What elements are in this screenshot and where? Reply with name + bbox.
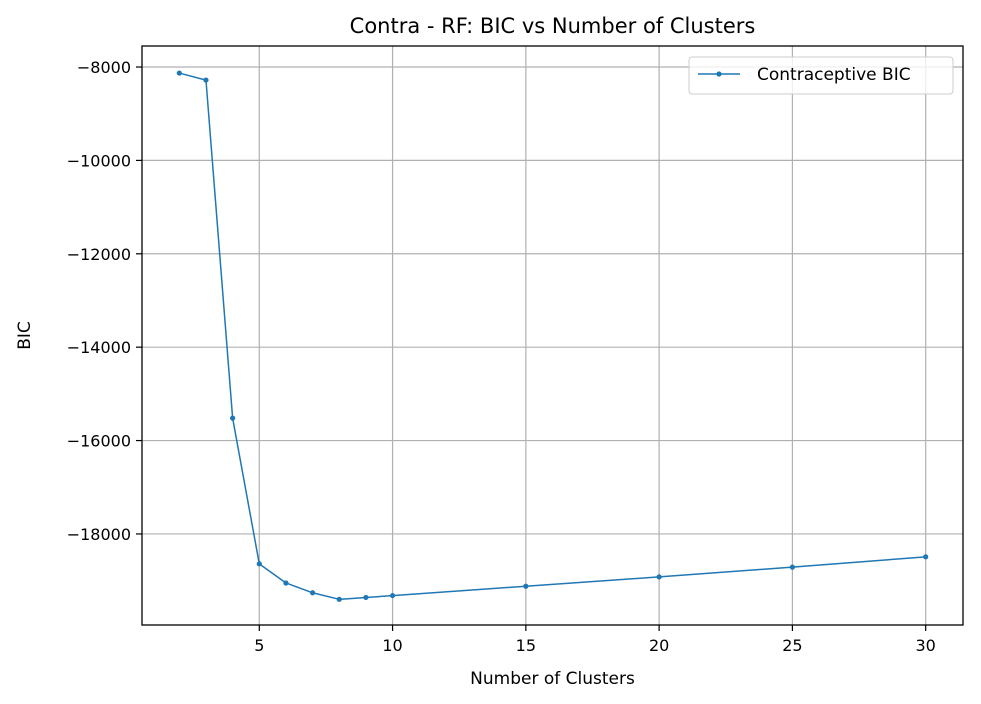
plot-frame <box>141 45 964 626</box>
y-tick-label: −18000 <box>67 525 131 544</box>
data-point <box>336 596 342 602</box>
legend-box <box>688 56 954 95</box>
data-point <box>656 574 662 580</box>
grid <box>142 46 963 625</box>
y-axis-label: BIC <box>15 321 35 350</box>
data-point <box>176 70 182 76</box>
y-tick-label: −12000 <box>67 245 131 264</box>
data-point <box>923 554 929 560</box>
data-point <box>203 77 209 83</box>
data-point <box>389 592 396 599</box>
x-tick-label: 15 <box>516 636 536 655</box>
x-tick-label: 10 <box>382 636 402 655</box>
x-tick-label: 30 <box>916 636 936 655</box>
series-layer <box>176 70 929 602</box>
data-point <box>309 590 316 596</box>
legend: Contraceptive BIC <box>688 56 954 95</box>
data-point <box>363 594 369 601</box>
data-point <box>283 580 289 586</box>
y-tick-label: −16000 <box>67 432 131 451</box>
legend-marker-swatch <box>716 71 722 77</box>
x-tick-label: 5 <box>254 636 264 655</box>
y-tick-label: −10000 <box>67 151 131 170</box>
data-point <box>256 561 262 567</box>
x-axis-label: Number of Clusters <box>470 669 635 689</box>
legend-label: Contraceptive BIC <box>757 65 911 85</box>
data-point <box>789 564 796 570</box>
x-tick-label: 25 <box>782 636 802 655</box>
data-point <box>523 583 529 589</box>
data-point <box>230 415 236 421</box>
chart-title: Contra - RF: BIC vs Number of Clusters <box>350 14 756 38</box>
y-tick-label: −14000 <box>67 338 131 357</box>
x-tick-label: 20 <box>649 636 669 655</box>
y-tick-label: −8000 <box>77 58 131 77</box>
tick-layer: 5 10 15 20 25 30 −8000 −10000 −12000 −14000 −16000… <box>67 58 936 655</box>
